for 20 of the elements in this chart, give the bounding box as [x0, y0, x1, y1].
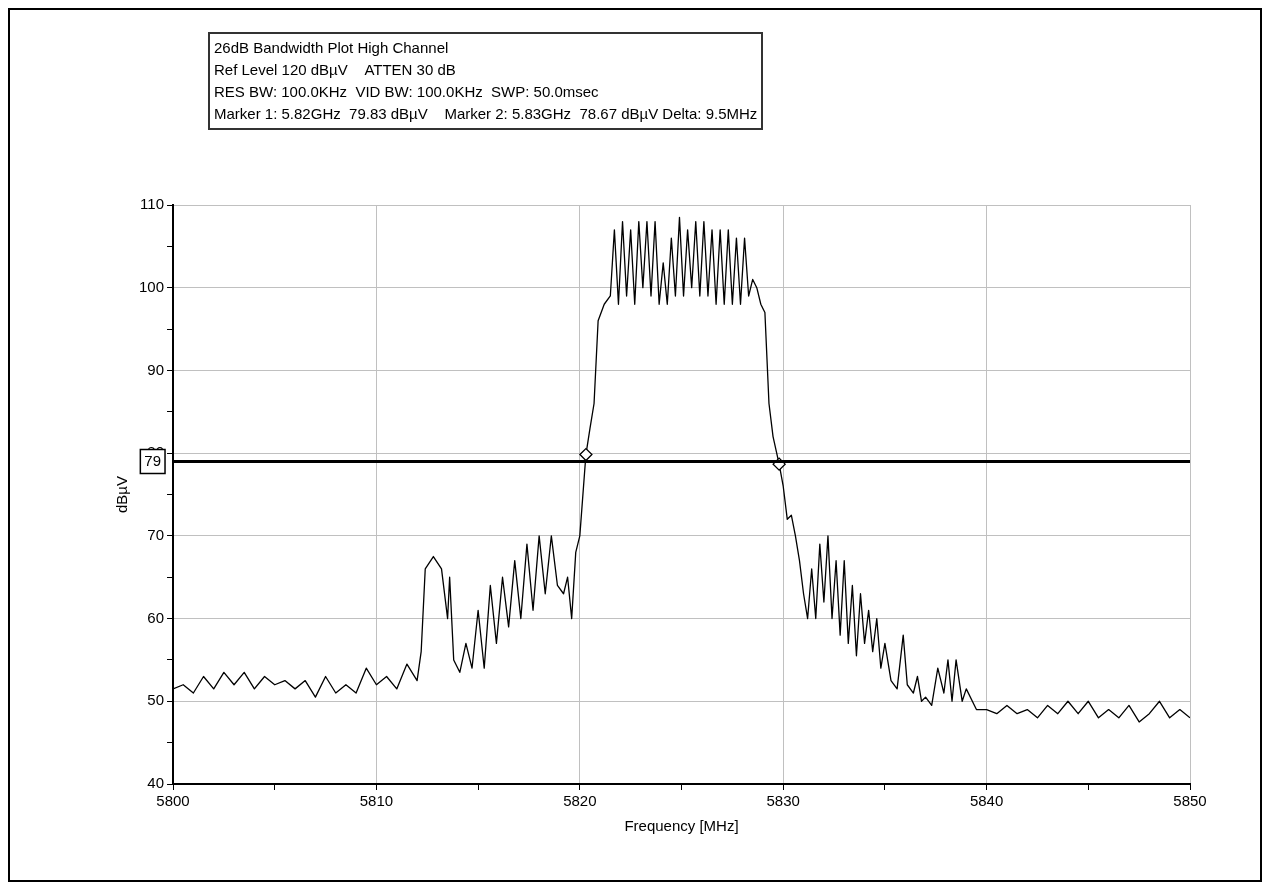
x-tick-label: 5850 [1173, 792, 1207, 810]
text: Marker 1: 5.82GHz 79.83 dBµV Marker 2: 5.83GHz 78.67 dBµV Delta: 9.5MHz [214, 104, 758, 124]
x-tick-label: 5840 [969, 792, 1004, 810]
x-tick-label: 5800 [156, 792, 190, 810]
x-tick-label: 5810 [359, 792, 394, 810]
chart-subtitle: Ref Level 120 dBµV ATTEN 30 dB [214, 60, 457, 80]
y-tick-label: 40 [147, 774, 165, 792]
y-tick-label: 60 [147, 608, 165, 626]
chart-title: 26dB Bandwidth Plot High Channel [214, 38, 450, 58]
y-axis-title: dBµV [113, 476, 131, 513]
y-tick-label: 90 [147, 360, 165, 378]
x-tick-label: 5820 [563, 792, 597, 810]
y-tick-label: 110 [140, 195, 165, 213]
x-tick-label: 5830 [766, 792, 800, 810]
text: RES BW: 100.0KHz VID BW: 100.0KHz SWP: 50.0msec [214, 82, 600, 102]
y-tick-label: 100 [139, 277, 165, 295]
y-tick-label: 50 [147, 691, 165, 709]
y-tick-label: 70 [147, 526, 165, 543]
x-axis-title: Frequency [MHz] [624, 817, 739, 835]
ref-line-label: 79 [144, 451, 162, 469]
